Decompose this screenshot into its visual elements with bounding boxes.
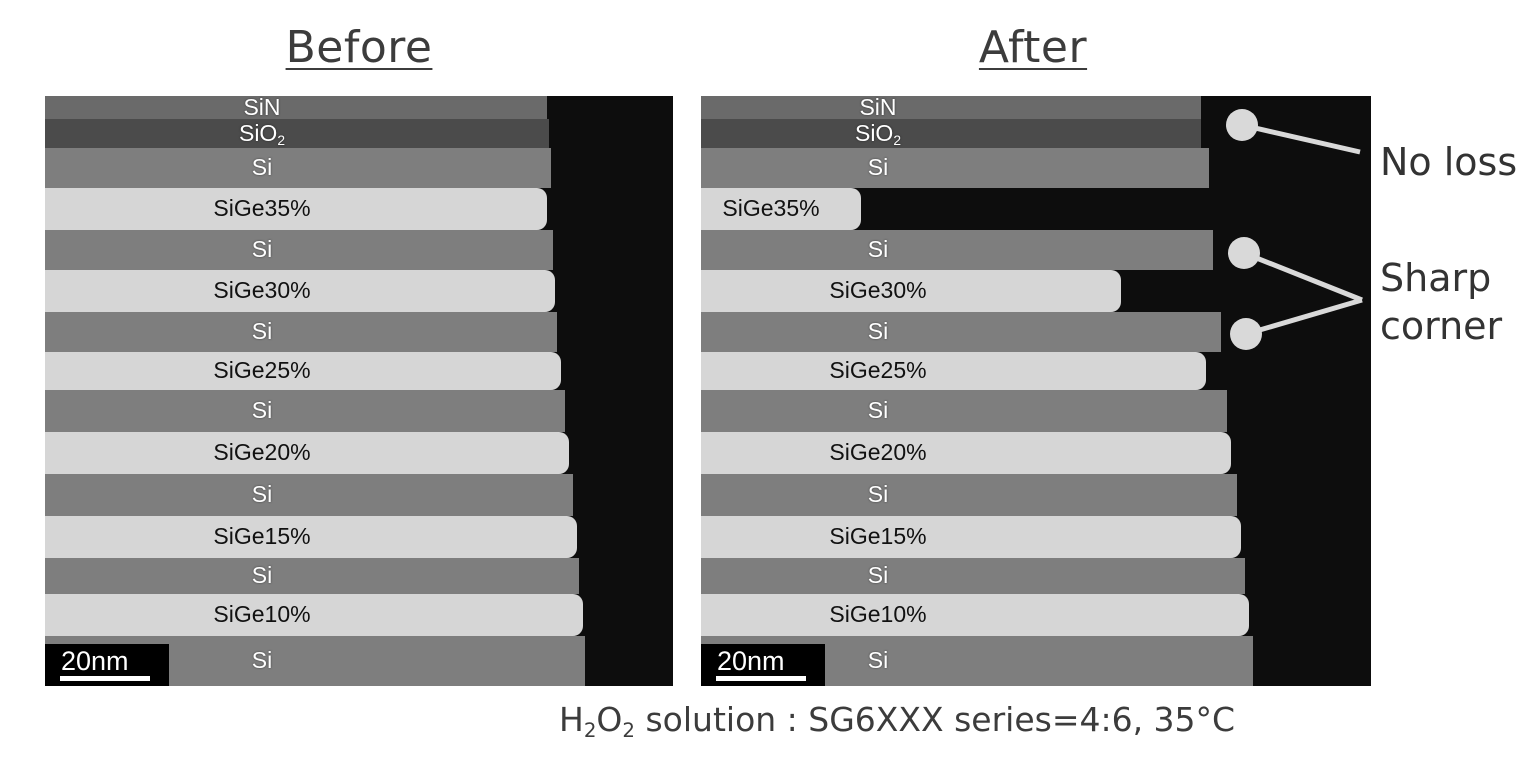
scale-bar-label: 20nm	[717, 646, 785, 676]
scale-bar-label: 20nm	[61, 646, 129, 676]
layer-label: SiGe10%	[829, 601, 927, 627]
layer-label: SiN	[243, 96, 281, 120]
layer-si	[45, 312, 557, 352]
layer-label: Si	[867, 397, 889, 423]
layer-label: Si	[867, 236, 889, 262]
layer-label: SiGe15%	[213, 523, 311, 549]
scale-bar-line	[60, 676, 150, 681]
layer-label: Si	[867, 647, 889, 673]
layer-label: SiO2	[854, 119, 902, 148]
layer-sige10pct	[45, 594, 583, 636]
layer-label: Si	[867, 562, 889, 588]
layer-si	[45, 230, 553, 270]
layer-label: Si	[251, 236, 273, 262]
sharp-corner-label: Sharp corner	[1380, 256, 1503, 348]
scale-bar-before: 20nm	[45, 644, 169, 686]
layer-sige25pct	[45, 352, 561, 390]
layer-label: SiGe30%	[213, 277, 311, 303]
tem-image-after: SiN SiO2 Si SiGe35% Si SiGe30% Si SiGe25% Si SiGe…	[701, 96, 1371, 686]
layer-label: SiN	[859, 96, 897, 120]
layer-label: Si	[251, 481, 273, 507]
layer-sige20pct	[45, 432, 569, 474]
layer-label: Si	[867, 481, 889, 507]
layer-sige15pct	[45, 516, 577, 558]
layer-label: SiGe30%	[829, 277, 927, 303]
layer-label: SiGe20%	[213, 439, 311, 465]
layer-label: SiGe35%	[722, 195, 820, 221]
scale-bar-line	[716, 676, 806, 681]
layer-label: SiGe25%	[829, 357, 927, 383]
layer-si	[701, 390, 1227, 432]
layer-label: SiGe35%	[213, 195, 311, 221]
layer-label: Si	[867, 154, 889, 180]
layer-sige10pct	[701, 594, 1249, 636]
layer-si	[701, 558, 1245, 594]
layer-sio	[45, 119, 549, 148]
layer-si	[45, 390, 565, 432]
layer-label: Si	[251, 154, 273, 180]
layer-sige35pct	[45, 188, 547, 230]
layer-label: Si	[867, 318, 889, 344]
layer-label: SiGe20%	[829, 439, 927, 465]
layer-sige25pct	[701, 352, 1206, 390]
scale-bar-after: 20nm	[701, 644, 825, 686]
layer-si	[701, 474, 1237, 516]
layer-sin	[701, 96, 1201, 119]
layer-label: SiO2	[238, 119, 286, 148]
layer-label: Si	[251, 562, 273, 588]
layer-sige15pct	[701, 516, 1241, 558]
layer-si	[45, 474, 573, 516]
layer-si	[701, 230, 1213, 270]
layer-label: SiGe15%	[829, 523, 927, 549]
after-heading: After	[978, 22, 1088, 73]
layer-label: Si	[251, 318, 273, 344]
layer-label: Si	[251, 397, 273, 423]
layer-label: Si	[251, 647, 273, 673]
caption: H2O2 solution : SG6XXX series=4:6, 35°C	[559, 700, 1236, 742]
layer-sige30pct	[701, 270, 1121, 312]
tem-image-before: SiN SiO2 Si SiGe35% Si SiGe30% Si SiGe25% Si SiGe…	[45, 96, 673, 686]
layer-si	[45, 148, 551, 188]
layer-label: SiGe10%	[213, 601, 311, 627]
no-loss-label: No loss	[1380, 140, 1518, 184]
layer-si	[701, 148, 1209, 188]
layer-sin	[45, 96, 547, 119]
layer-sio	[701, 119, 1201, 148]
layer-sige30pct	[45, 270, 555, 312]
layer-sige35pct	[701, 188, 861, 230]
layer-label: SiGe25%	[213, 357, 311, 383]
layer-si	[45, 558, 579, 594]
layer-si	[701, 312, 1221, 352]
layer-sige20pct	[701, 432, 1231, 474]
before-heading: Before	[285, 22, 433, 73]
